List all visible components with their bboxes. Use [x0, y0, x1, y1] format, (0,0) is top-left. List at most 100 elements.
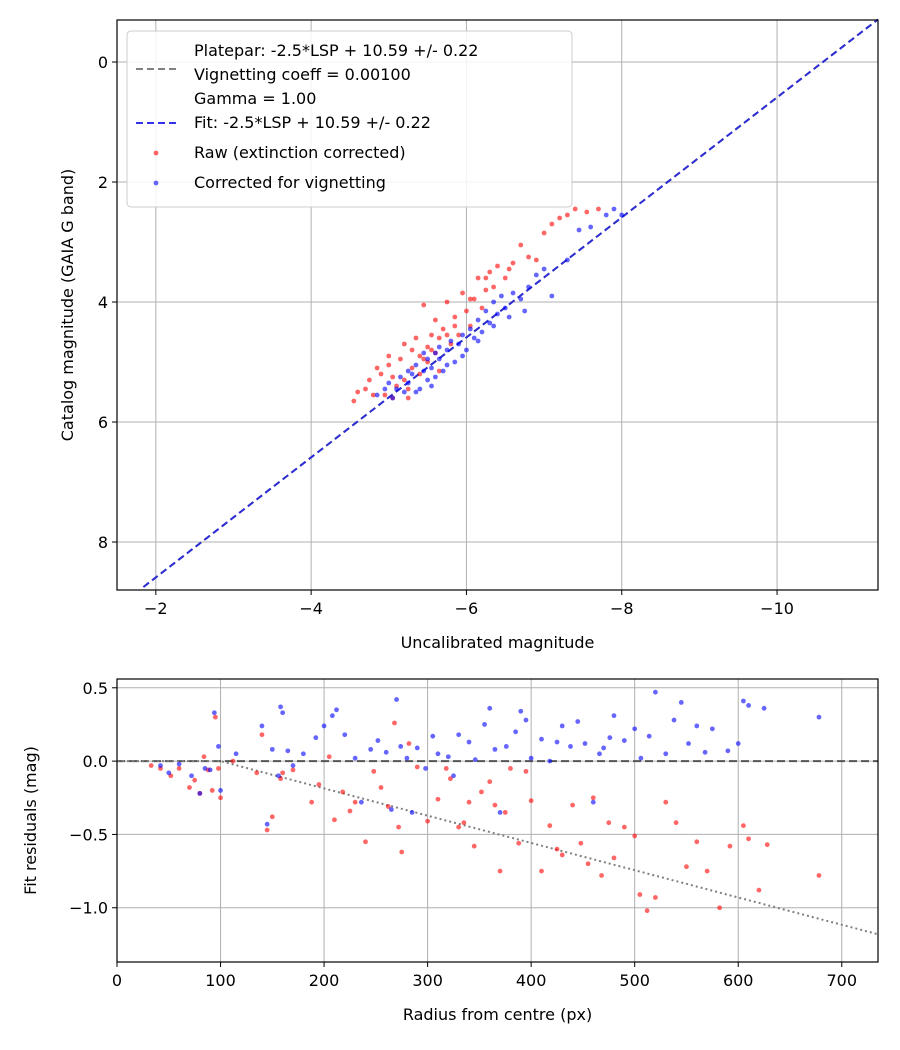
scatter-point: [464, 347, 469, 353]
scatter-point: [549, 293, 555, 299]
scatter-point: [444, 347, 450, 353]
scatter-point: [492, 746, 498, 752]
scatter-point: [559, 723, 565, 729]
scatter-point: [398, 744, 404, 749]
scatter-point: [497, 810, 503, 815]
scatter-point: [756, 887, 762, 893]
scatter-point: [189, 773, 194, 779]
scatter-point: [506, 266, 512, 272]
scatter-point: [374, 365, 380, 371]
scatter-point: [761, 705, 767, 711]
scatter-point: [436, 344, 442, 350]
bottom-x-axis-label: Radius from centre (px): [403, 1005, 592, 1024]
scatter-point: [603, 212, 609, 218]
scatter-point: [443, 766, 449, 771]
scatter-point: [506, 314, 512, 320]
scatter-point: [211, 710, 217, 716]
scatter-point: [513, 729, 519, 735]
scatter-point: [533, 272, 539, 278]
scatter-point: [254, 770, 260, 776]
scatter-point: [554, 739, 560, 745]
scatter-point: [340, 789, 346, 795]
scatter-point: [451, 773, 456, 779]
scatter-point: [398, 356, 403, 362]
scatter-point: [498, 293, 504, 299]
scatter-point: [590, 799, 596, 805]
scatter-point: [425, 818, 431, 824]
scatter-point: [414, 745, 420, 751]
scatter-point: [510, 290, 516, 296]
scatter-point: [671, 717, 677, 723]
scatter-point: [491, 284, 497, 290]
x-tick-label: 600: [723, 971, 754, 990]
scatter-point: [487, 705, 493, 711]
scatter-point: [510, 260, 516, 266]
scatter-point: [539, 736, 544, 742]
scatter-point: [503, 744, 509, 749]
scatter-point: [444, 332, 450, 338]
scatter-point: [230, 758, 236, 764]
scatter-point: [619, 212, 625, 218]
x-tick-label: −2: [144, 599, 168, 618]
scatter-point: [464, 308, 469, 314]
scatter-point: [694, 839, 700, 845]
scatter-point: [611, 855, 617, 861]
scatter-point: [378, 371, 384, 377]
scatter-point: [390, 395, 396, 401]
scatter-point: [409, 810, 415, 815]
scatter-point: [448, 338, 454, 344]
scatter-point: [269, 814, 275, 820]
scatter-point: [383, 749, 389, 755]
scatter-point: [280, 770, 286, 776]
scatter-point: [405, 395, 411, 401]
x-tick-label: 400: [516, 971, 547, 990]
scatter-point: [216, 744, 221, 749]
scatter-point: [495, 263, 500, 269]
scatter-point: [432, 350, 438, 356]
legend-label: Vignetting coeff = 0.00100: [194, 65, 411, 84]
scatter-point: [396, 824, 402, 830]
scatter-point: [201, 754, 207, 760]
scatter-point: [526, 254, 531, 260]
scatter-point: [352, 799, 358, 805]
scatter-point: [684, 864, 689, 870]
scatter-point: [491, 299, 497, 305]
scatter-point: [329, 713, 335, 719]
scatter-point: [413, 362, 419, 368]
scatter-point: [401, 377, 407, 383]
scatter-point: [444, 362, 450, 368]
scatter-point: [479, 305, 485, 311]
legend-label: Gamma = 1.00: [194, 89, 316, 108]
scatter-point: [741, 823, 746, 829]
scatter-point: [374, 392, 380, 398]
top-plot-frame: [116, 19, 879, 591]
scatter-point: [409, 365, 415, 371]
scatter-point: [280, 710, 286, 716]
scatter-point: [663, 751, 669, 757]
scatter-point: [413, 335, 419, 341]
scatter-point: [368, 746, 374, 752]
scatter-point: [417, 386, 423, 392]
y-tick-label: −0.5: [69, 825, 108, 844]
top-ticks: −2 −4 −6 −8 −10 0 2 4 6 8: [98, 53, 794, 618]
scatter-point: [533, 257, 539, 263]
scatter-point: [218, 795, 223, 801]
scatter-point: [471, 296, 477, 302]
scatter-point: [487, 779, 493, 785]
scatter-point: [502, 305, 508, 311]
scatter-point: [621, 824, 627, 830]
scatter-point: [429, 347, 434, 353]
scatter-point: [444, 299, 450, 305]
scatter-point: [746, 836, 751, 842]
scatter-point: [413, 389, 419, 395]
scatter-point: [599, 873, 604, 878]
scatter-point: [404, 755, 410, 761]
scatter-point: [436, 335, 442, 341]
scatter-point: [264, 827, 270, 833]
scatter-point: [176, 766, 182, 771]
scatter-point: [430, 733, 436, 739]
scatter-point: [475, 275, 481, 281]
scatter-point: [166, 770, 172, 776]
scatter-point: [479, 789, 484, 795]
scatter-point: [483, 275, 489, 281]
